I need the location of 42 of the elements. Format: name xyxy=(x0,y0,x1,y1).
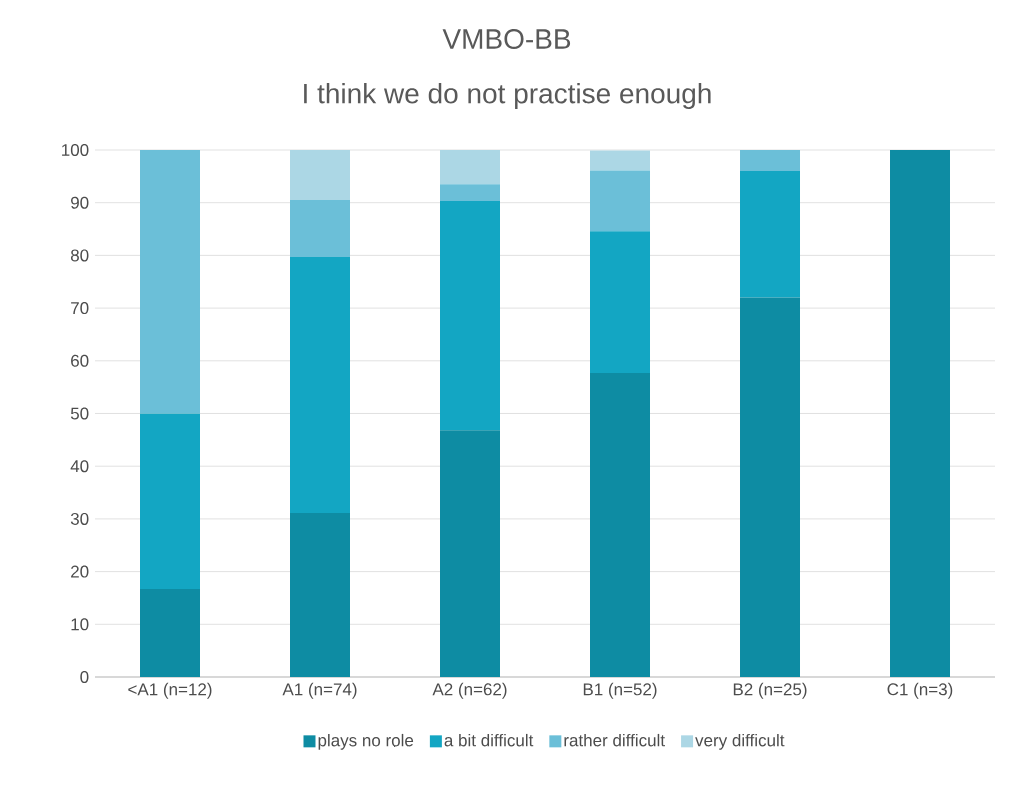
bar xyxy=(590,231,650,373)
bar xyxy=(290,150,350,201)
y-tick-label: 40 xyxy=(70,460,89,473)
bar xyxy=(290,256,350,514)
x-tick-label: C1 (n=3) xyxy=(887,682,953,699)
bar xyxy=(140,588,200,677)
x-tick-label: A2 (n=62) xyxy=(432,682,507,699)
bar xyxy=(440,201,500,431)
y-tick-label: 100 xyxy=(62,143,89,157)
x-tick-label: B2 (n=25) xyxy=(733,682,807,699)
bar xyxy=(440,150,500,185)
bar xyxy=(740,171,801,298)
y-tick-label: 60 xyxy=(71,354,89,367)
legend-label: very difficult xyxy=(695,733,785,750)
bar xyxy=(590,150,650,171)
y-tick-label: 30 xyxy=(70,512,89,525)
bar xyxy=(740,150,801,172)
bar xyxy=(890,150,951,677)
bar xyxy=(140,150,200,414)
bar xyxy=(290,200,350,257)
chart-title: VMBO-BB xyxy=(442,29,571,49)
legend-label: rather difficult xyxy=(564,733,665,747)
bar xyxy=(440,430,500,677)
y-tick-label: 20 xyxy=(71,565,89,578)
y-tick-label: 50 xyxy=(70,407,89,420)
y-tick-label: 80 xyxy=(70,249,89,262)
bar xyxy=(440,184,500,202)
y-tick-label: 0 xyxy=(80,670,89,684)
bar xyxy=(290,513,350,677)
chart-subtitle: I think we do not practise enough xyxy=(304,82,711,110)
bar xyxy=(140,413,200,589)
legend-label: plays no role xyxy=(318,733,414,750)
y-tick-label: 90 xyxy=(71,196,89,209)
bar xyxy=(590,372,650,677)
bar xyxy=(740,297,801,677)
y-tick-label: 10 xyxy=(71,618,89,631)
x-tick-label: <A1 (n=12) xyxy=(128,682,212,699)
x-tick-label: B1 (n=52) xyxy=(583,682,657,699)
legend-label: a bit difficult xyxy=(444,733,534,747)
y-tick-label: 70 xyxy=(71,302,89,315)
bar xyxy=(590,170,650,232)
x-tick-label: A1 (n=74) xyxy=(282,682,357,699)
